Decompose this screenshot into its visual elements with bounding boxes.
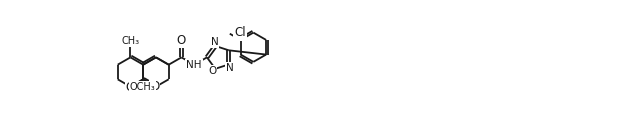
Text: O: O: [150, 80, 159, 93]
Text: N: N: [226, 63, 233, 73]
Text: N: N: [211, 37, 218, 47]
Text: CH₃: CH₃: [121, 36, 139, 46]
Text: O: O: [126, 81, 135, 94]
Text: O: O: [177, 34, 186, 47]
Text: O: O: [208, 66, 216, 76]
Text: OCH₃: OCH₃: [129, 82, 156, 92]
Text: NH: NH: [187, 60, 202, 71]
Text: Cl: Cl: [234, 26, 246, 39]
